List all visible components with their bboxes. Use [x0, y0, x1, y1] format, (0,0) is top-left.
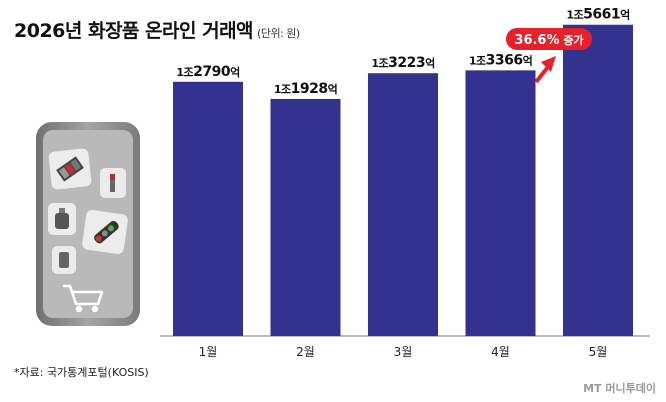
palette-icon — [48, 148, 92, 190]
value-label-2: 1조1928억 — [274, 81, 337, 97]
x-tick-labels: 1월 2월 3월 4월 5월 — [199, 345, 608, 359]
phone-illustration — [36, 122, 140, 326]
value-label-4: 1조3366억 — [469, 52, 532, 68]
growth-percent: 36.6% — [514, 33, 559, 48]
bar-3 — [368, 73, 438, 336]
value-labels-layer: 1조2790억 1조1928억 1조3223억 1조3366억 1조5661억 — [176, 7, 630, 97]
growth-annotation: 36.6% 증가 — [506, 28, 592, 84]
up-arrow-icon — [534, 56, 556, 84]
bar-1 — [173, 81, 243, 336]
x-tick-1: 1월 — [199, 345, 218, 359]
unit-label: (단위: 원) — [257, 27, 300, 40]
bar-4 — [465, 70, 536, 336]
value-label-1: 1조2790억 — [176, 64, 239, 80]
x-tick-2: 2월 — [296, 345, 315, 359]
lipstick-icon — [100, 168, 126, 198]
bars-layer — [173, 24, 633, 337]
perfume-icon — [48, 203, 76, 235]
growth-word: 증가 — [560, 33, 584, 47]
x-tick-5: 5월 — [589, 345, 608, 359]
tube-icon — [52, 246, 76, 274]
svg-text:36.6% 증가: 36.6% 증가 — [514, 33, 583, 48]
bar-5 — [563, 24, 633, 337]
chart-title: 2026년 화장품 온라인 거래액 (단위: 원) — [14, 20, 300, 42]
bar-2 — [270, 98, 341, 336]
watermark-logo: MT 머니투데이 — [583, 382, 656, 395]
value-label-5: 1조5661억 — [566, 7, 629, 23]
brushes-icon — [82, 210, 128, 254]
x-tick-3: 3월 — [394, 345, 413, 359]
source-note: *자료: 국가통계포털(KOSIS) — [14, 366, 149, 379]
cart-icon — [62, 284, 104, 313]
x-tick-4: 4월 — [491, 345, 510, 359]
value-label-3: 1조3223억 — [371, 55, 434, 71]
